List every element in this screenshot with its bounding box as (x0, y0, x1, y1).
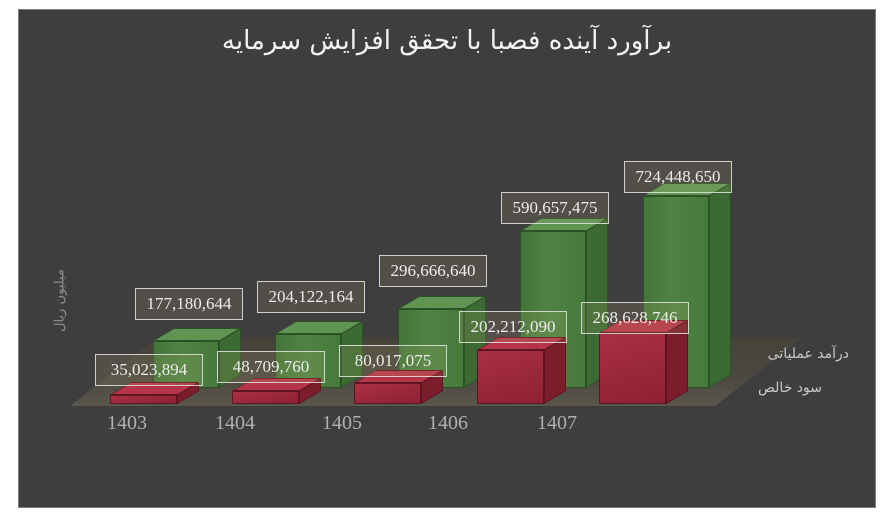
value-label-net-profit-1406: 202,212,090 (459, 311, 567, 343)
chart-title: برآورد آینده فصبا با تحقق افزایش سرمایه (221, 26, 673, 56)
y-axis-title: میلیون ریال (52, 269, 68, 332)
value-label-operating-revenue-1403: 177,180,644 (135, 288, 243, 320)
bar-side-face (709, 182, 731, 388)
value-label-net-profit-1403: 35,023,894 (95, 354, 203, 386)
x-axis-label-1403: 1403 (107, 412, 147, 434)
bar-front-face (110, 395, 177, 404)
bar-front-face (599, 333, 666, 404)
value-label-operating-revenue-1407: 724,448,650 (624, 161, 732, 193)
bar-front-face (153, 341, 219, 388)
x-axis-label-1406: 1406 (428, 412, 468, 434)
x-axis-label-1404: 1404 (215, 412, 255, 434)
value-label-operating-revenue-1404: 204,122,164 (257, 281, 365, 313)
value-label-net-profit-1404: 48,709,760 (217, 351, 325, 383)
series-label-operating-revenue: درآمد عملیاتی (767, 346, 849, 362)
x-axis-label-1407: 1407 (537, 412, 577, 434)
bar-front-face (232, 391, 299, 404)
series-label-net-profit: سود خالص (758, 380, 822, 396)
value-label-net-profit-1407: 268,628,746 (581, 302, 689, 334)
bar-front-face (354, 383, 421, 404)
chart-panel (18, 9, 876, 508)
x-axis-label-1405: 1405 (322, 412, 362, 434)
value-label-operating-revenue-1405: 296,666,640 (379, 255, 487, 287)
value-label-operating-revenue-1406: 590,657,475 (501, 192, 609, 224)
value-label-net-profit-1405: 80,017,075 (339, 345, 447, 377)
bar-front-face (477, 350, 544, 404)
